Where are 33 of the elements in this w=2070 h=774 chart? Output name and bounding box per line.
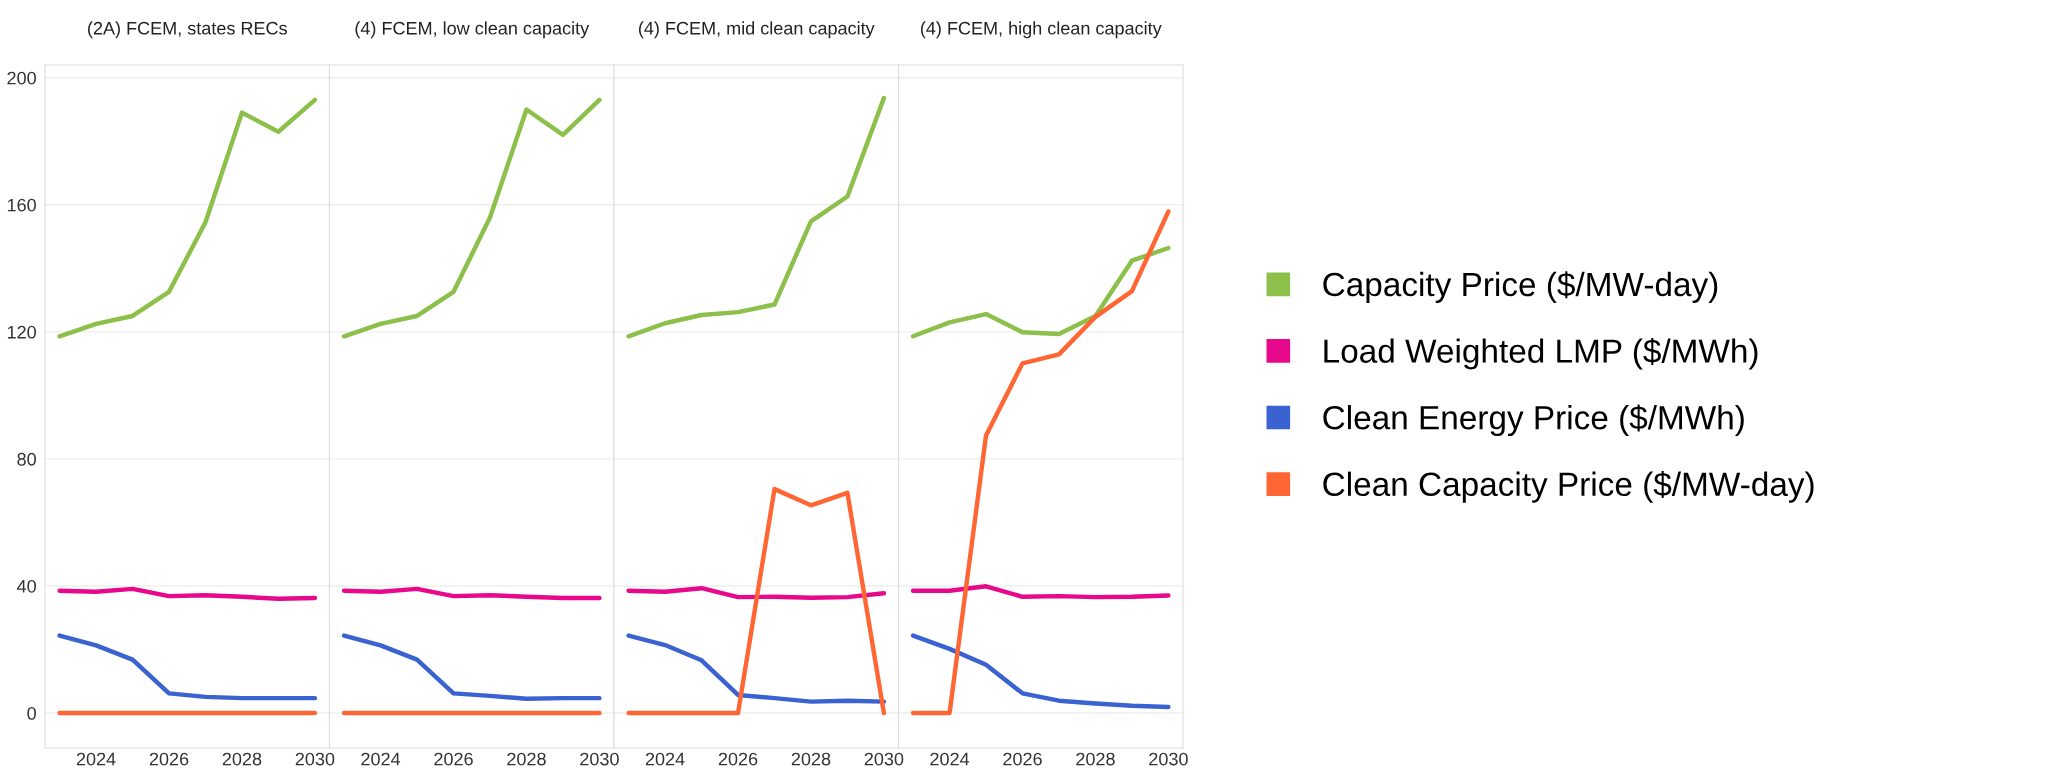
legend-label: Clean Capacity Price ($/MW-day) (1323, 471, 1814, 503)
x-tick-label: 2030 (864, 752, 904, 766)
chart-title: (4) FCEM, high clean capacity (920, 21, 1162, 39)
x-tick-label: 2030 (580, 752, 619, 766)
chart-title: (4) FCEM, mid clean capacity (638, 21, 875, 39)
x-tick-label: 2028 (791, 752, 831, 766)
chart-title: (4) FCEM, low clean capacity (355, 21, 590, 39)
legend-label: Clean Energy Price ($/MWh) (1323, 404, 1744, 437)
y-tick-label: 40 (17, 579, 36, 593)
x-tick-label: 2024 (930, 752, 970, 766)
x-tick-label: 2030 (295, 752, 335, 766)
legend-label: Load Weighted LMP ($/MWh) (1324, 337, 1758, 370)
x-tick-label: 2026 (1003, 752, 1042, 766)
x-tick-label: 2024 (645, 752, 685, 766)
y-tick-label: 120 (7, 325, 36, 339)
x-tick-label: 2026 (434, 752, 473, 766)
x-tick-label: 2026 (718, 752, 758, 766)
x-tick-label: 2026 (149, 752, 189, 766)
x-tick-label: 2028 (507, 752, 546, 766)
x-tick-label: 2028 (1076, 752, 1115, 766)
x-tick-label: 2030 (1149, 752, 1188, 766)
chart-title: (2A) FCEM, states RECs (88, 21, 287, 39)
y-tick-label: 80 (17, 452, 36, 466)
line-series (57, 586, 318, 601)
x-tick-label: 2028 (222, 752, 262, 766)
y-tick-label: 200 (7, 71, 36, 85)
x-tick-label: 2024 (361, 752, 401, 766)
y-tick-label: 0 (27, 706, 36, 720)
line-series (57, 633, 318, 701)
x-tick-label: 2024 (76, 752, 116, 766)
legend-label: Capacity Price ($/MW-day) (1323, 271, 1718, 303)
line-series (57, 97, 318, 339)
y-tick-label: 160 (7, 198, 36, 212)
